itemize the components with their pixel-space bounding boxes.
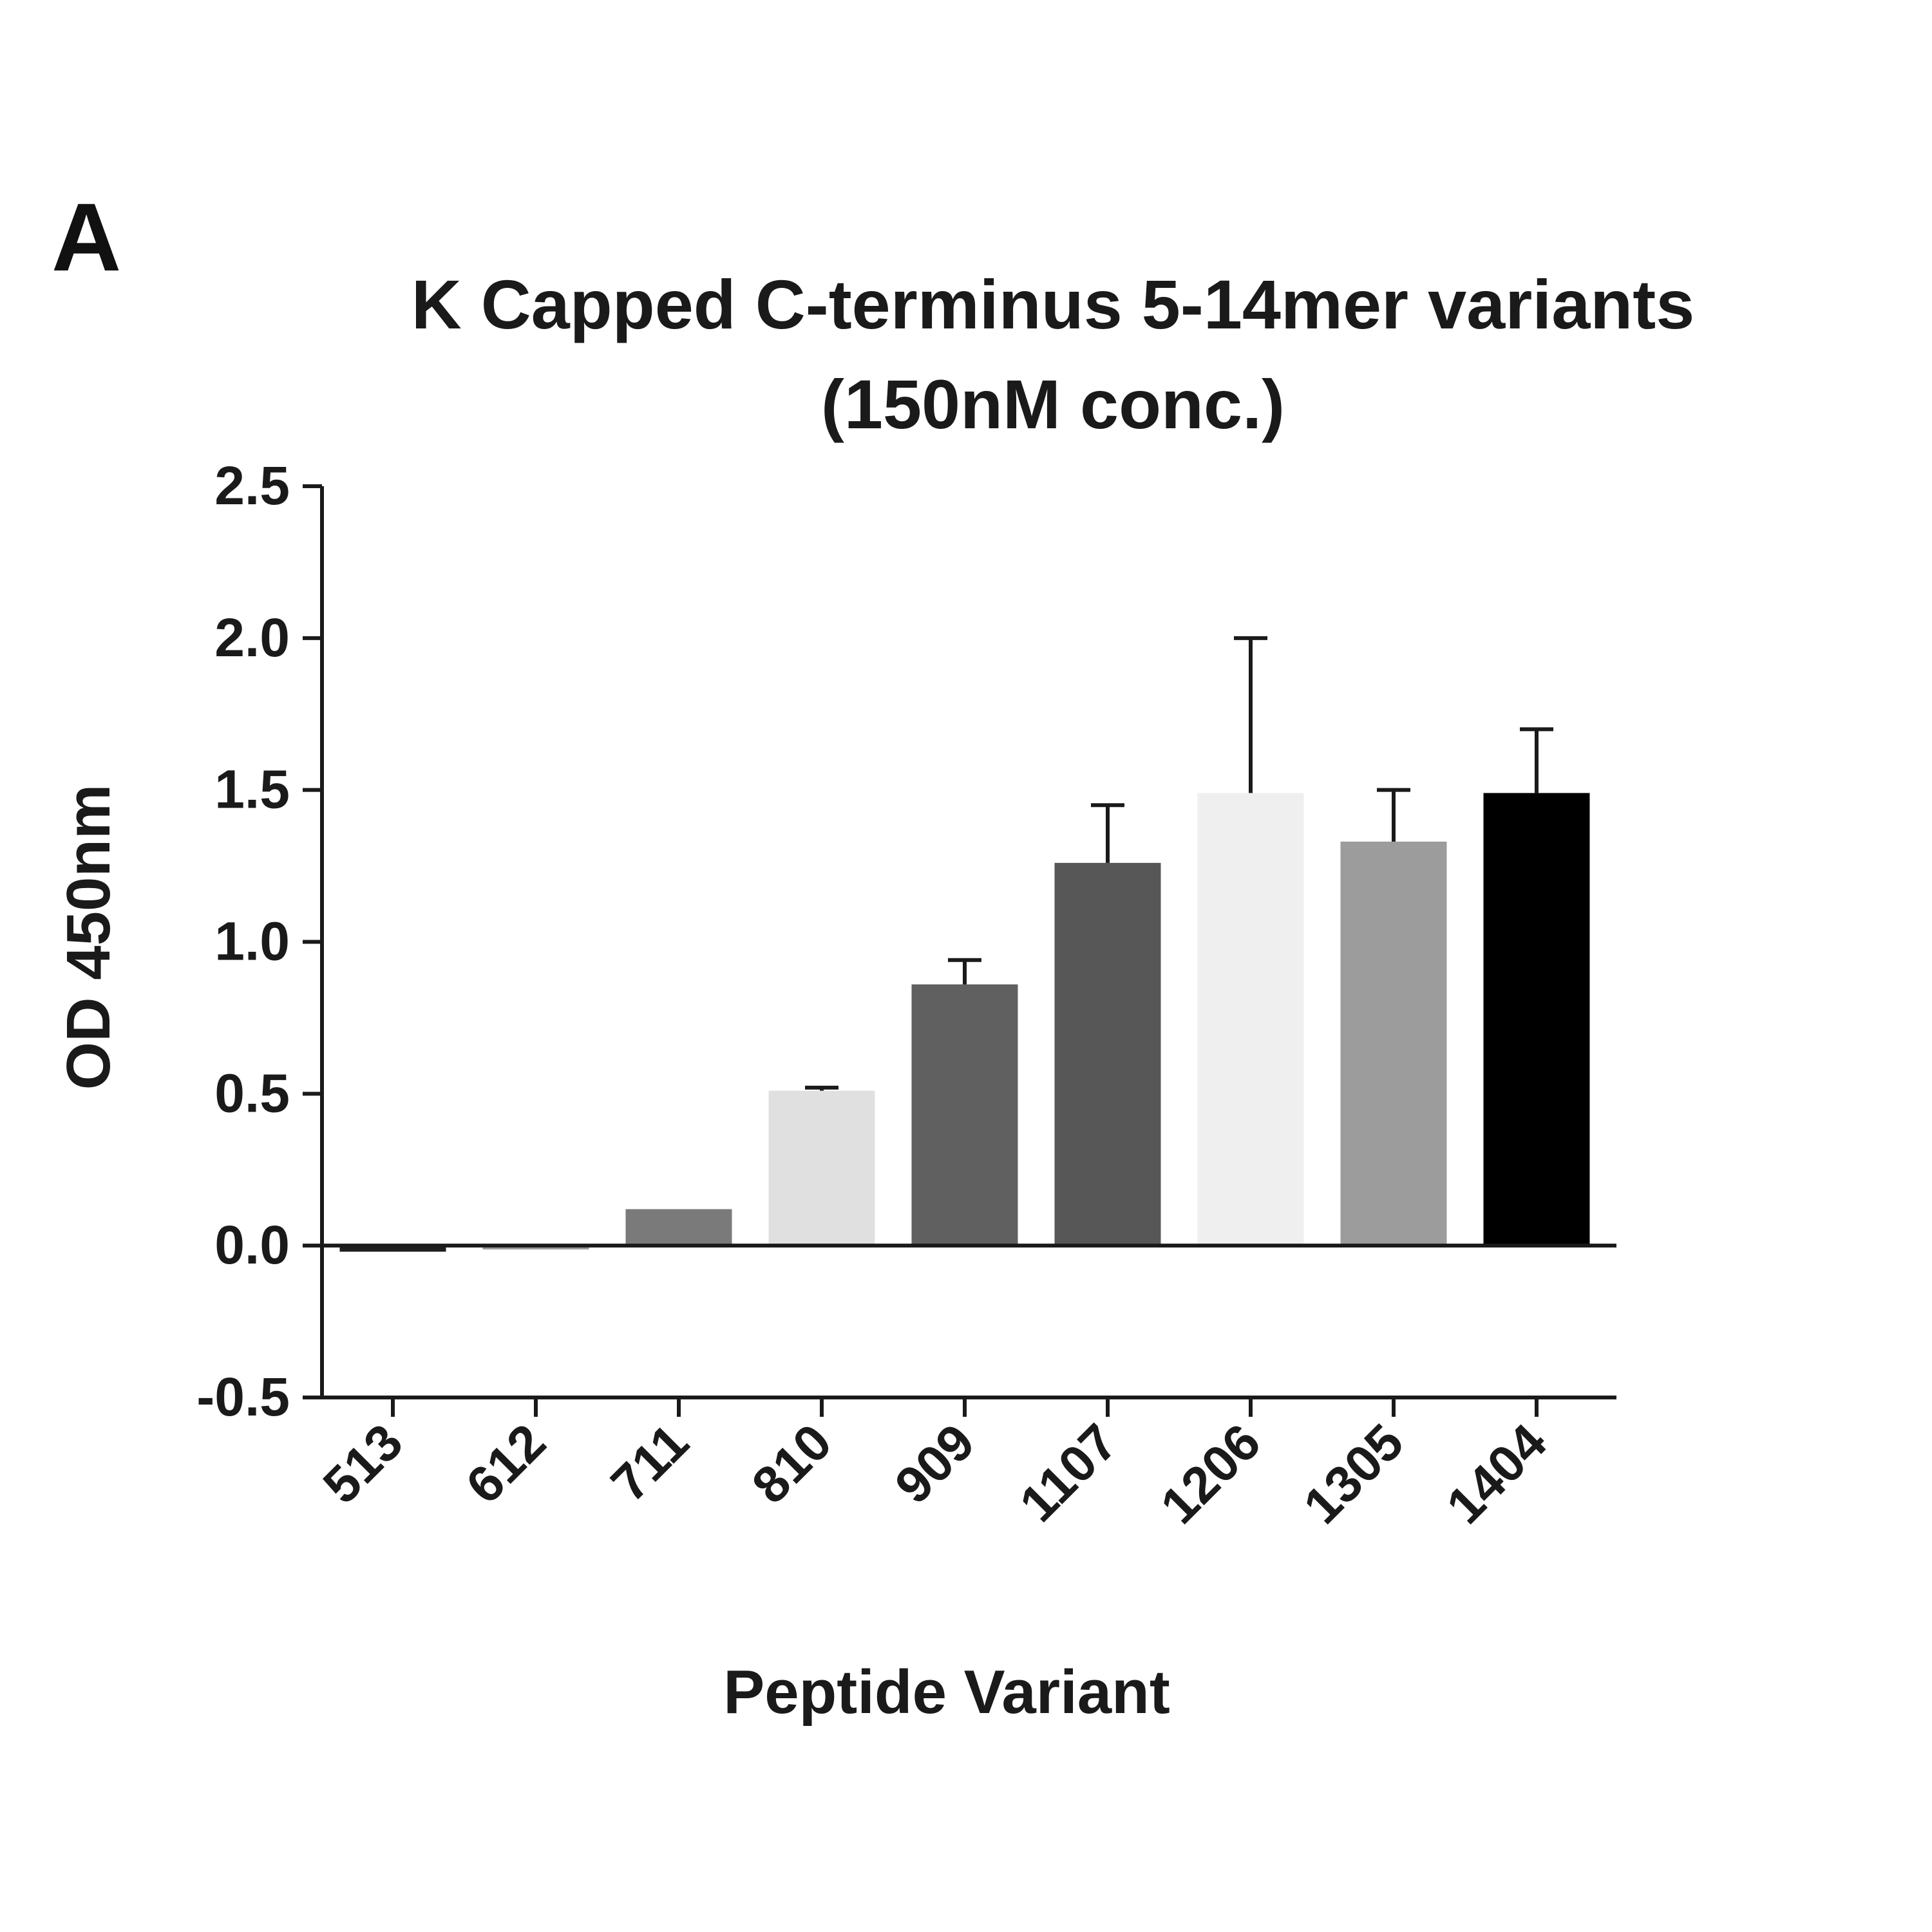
y-axis: 2.5 2.0 1.5 1.0 0.5 0.0 -0.5: [196, 455, 324, 1427]
x-tick-label-1305: 1305: [1293, 1413, 1414, 1535]
x-axis-title: Peptide Variant: [723, 1658, 1170, 1727]
chart-title: K Capped C-terminus 5-14mer variants: [412, 265, 1695, 343]
y-tick-label: 2.5: [214, 455, 290, 516]
bar-1305: [1340, 841, 1447, 1246]
x-tick-label-909: 909: [884, 1413, 985, 1514]
bar-1206: [1197, 793, 1304, 1246]
y-tick-label: 2.0: [214, 607, 290, 668]
y-tick-label: 1.0: [214, 911, 290, 972]
x-tick-label-513: 513: [312, 1413, 413, 1514]
x-axis: 513 612 711 810 909 1107 1206 1305 1404: [312, 1244, 1616, 1535]
x-tick-label-612: 612: [455, 1413, 556, 1514]
y-axis-title: OD 450nm: [54, 784, 123, 1090]
panel-letter: A: [52, 183, 121, 291]
bar-1107: [1054, 862, 1161, 1246]
x-tick-label-810: 810: [741, 1413, 842, 1514]
bar-909: [911, 984, 1018, 1246]
y-tick-label: 0.0: [214, 1215, 290, 1275]
x-tick-label-1107: 1107: [1009, 1413, 1128, 1533]
x-tick-label-711: 711: [600, 1413, 699, 1512]
bars: [339, 636, 1590, 1252]
y-tick-label: 0.5: [214, 1063, 290, 1123]
bar-1404: [1483, 793, 1590, 1246]
x-tick-label-1404: 1404: [1435, 1413, 1557, 1535]
chart-subtitle: (150nM conc.): [821, 365, 1285, 443]
bar-513: [339, 1245, 446, 1252]
bar-810: [768, 1090, 875, 1246]
x-tick-label-1206: 1206: [1150, 1413, 1271, 1535]
y-tick-label: 1.5: [214, 759, 290, 820]
bar-711: [625, 1209, 732, 1246]
y-tick-label: -0.5: [196, 1367, 290, 1427]
